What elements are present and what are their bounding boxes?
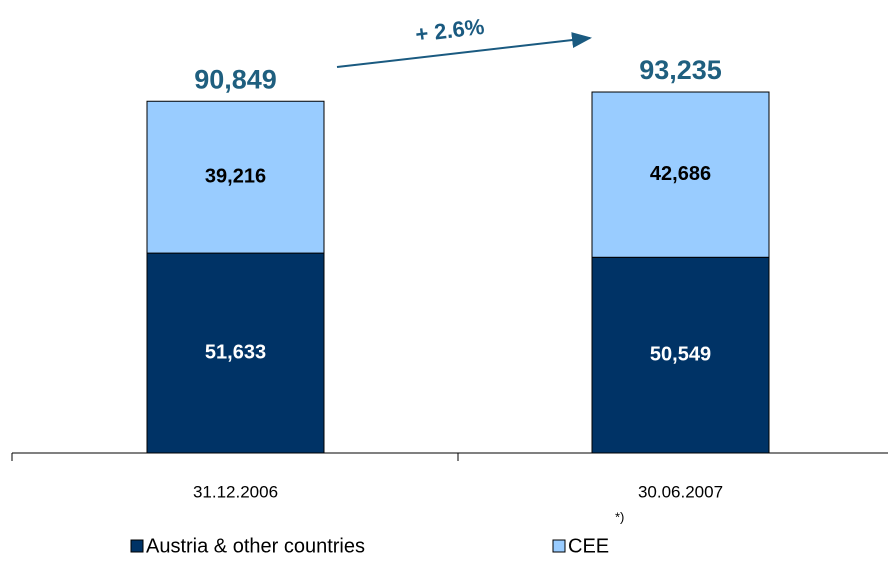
change-annotation: + 2.6% <box>414 14 486 47</box>
legend-note: *) <box>615 509 624 524</box>
bar-segment <box>146 100 325 254</box>
x-tick-label: 30.06.2007 <box>638 482 723 501</box>
total-label: 90,849 <box>194 64 277 94</box>
legend-swatch <box>130 539 144 553</box>
value-label: 39,216 <box>205 165 266 187</box>
value-label: 42,686 <box>650 163 711 185</box>
bar-segment <box>591 256 770 454</box>
value-label: 51,633 <box>205 341 266 363</box>
legend-label: Austria & other countries <box>146 535 365 557</box>
bar-segment <box>146 252 325 454</box>
value-label: 50,549 <box>650 343 711 365</box>
legend-swatch <box>552 539 566 553</box>
legend-label: CEE <box>568 535 609 557</box>
x-tick-label: 31.12.2006 <box>193 482 278 501</box>
change-arrow <box>336 32 592 68</box>
total-label: 93,235 <box>639 55 722 85</box>
bar-segment <box>591 91 770 258</box>
